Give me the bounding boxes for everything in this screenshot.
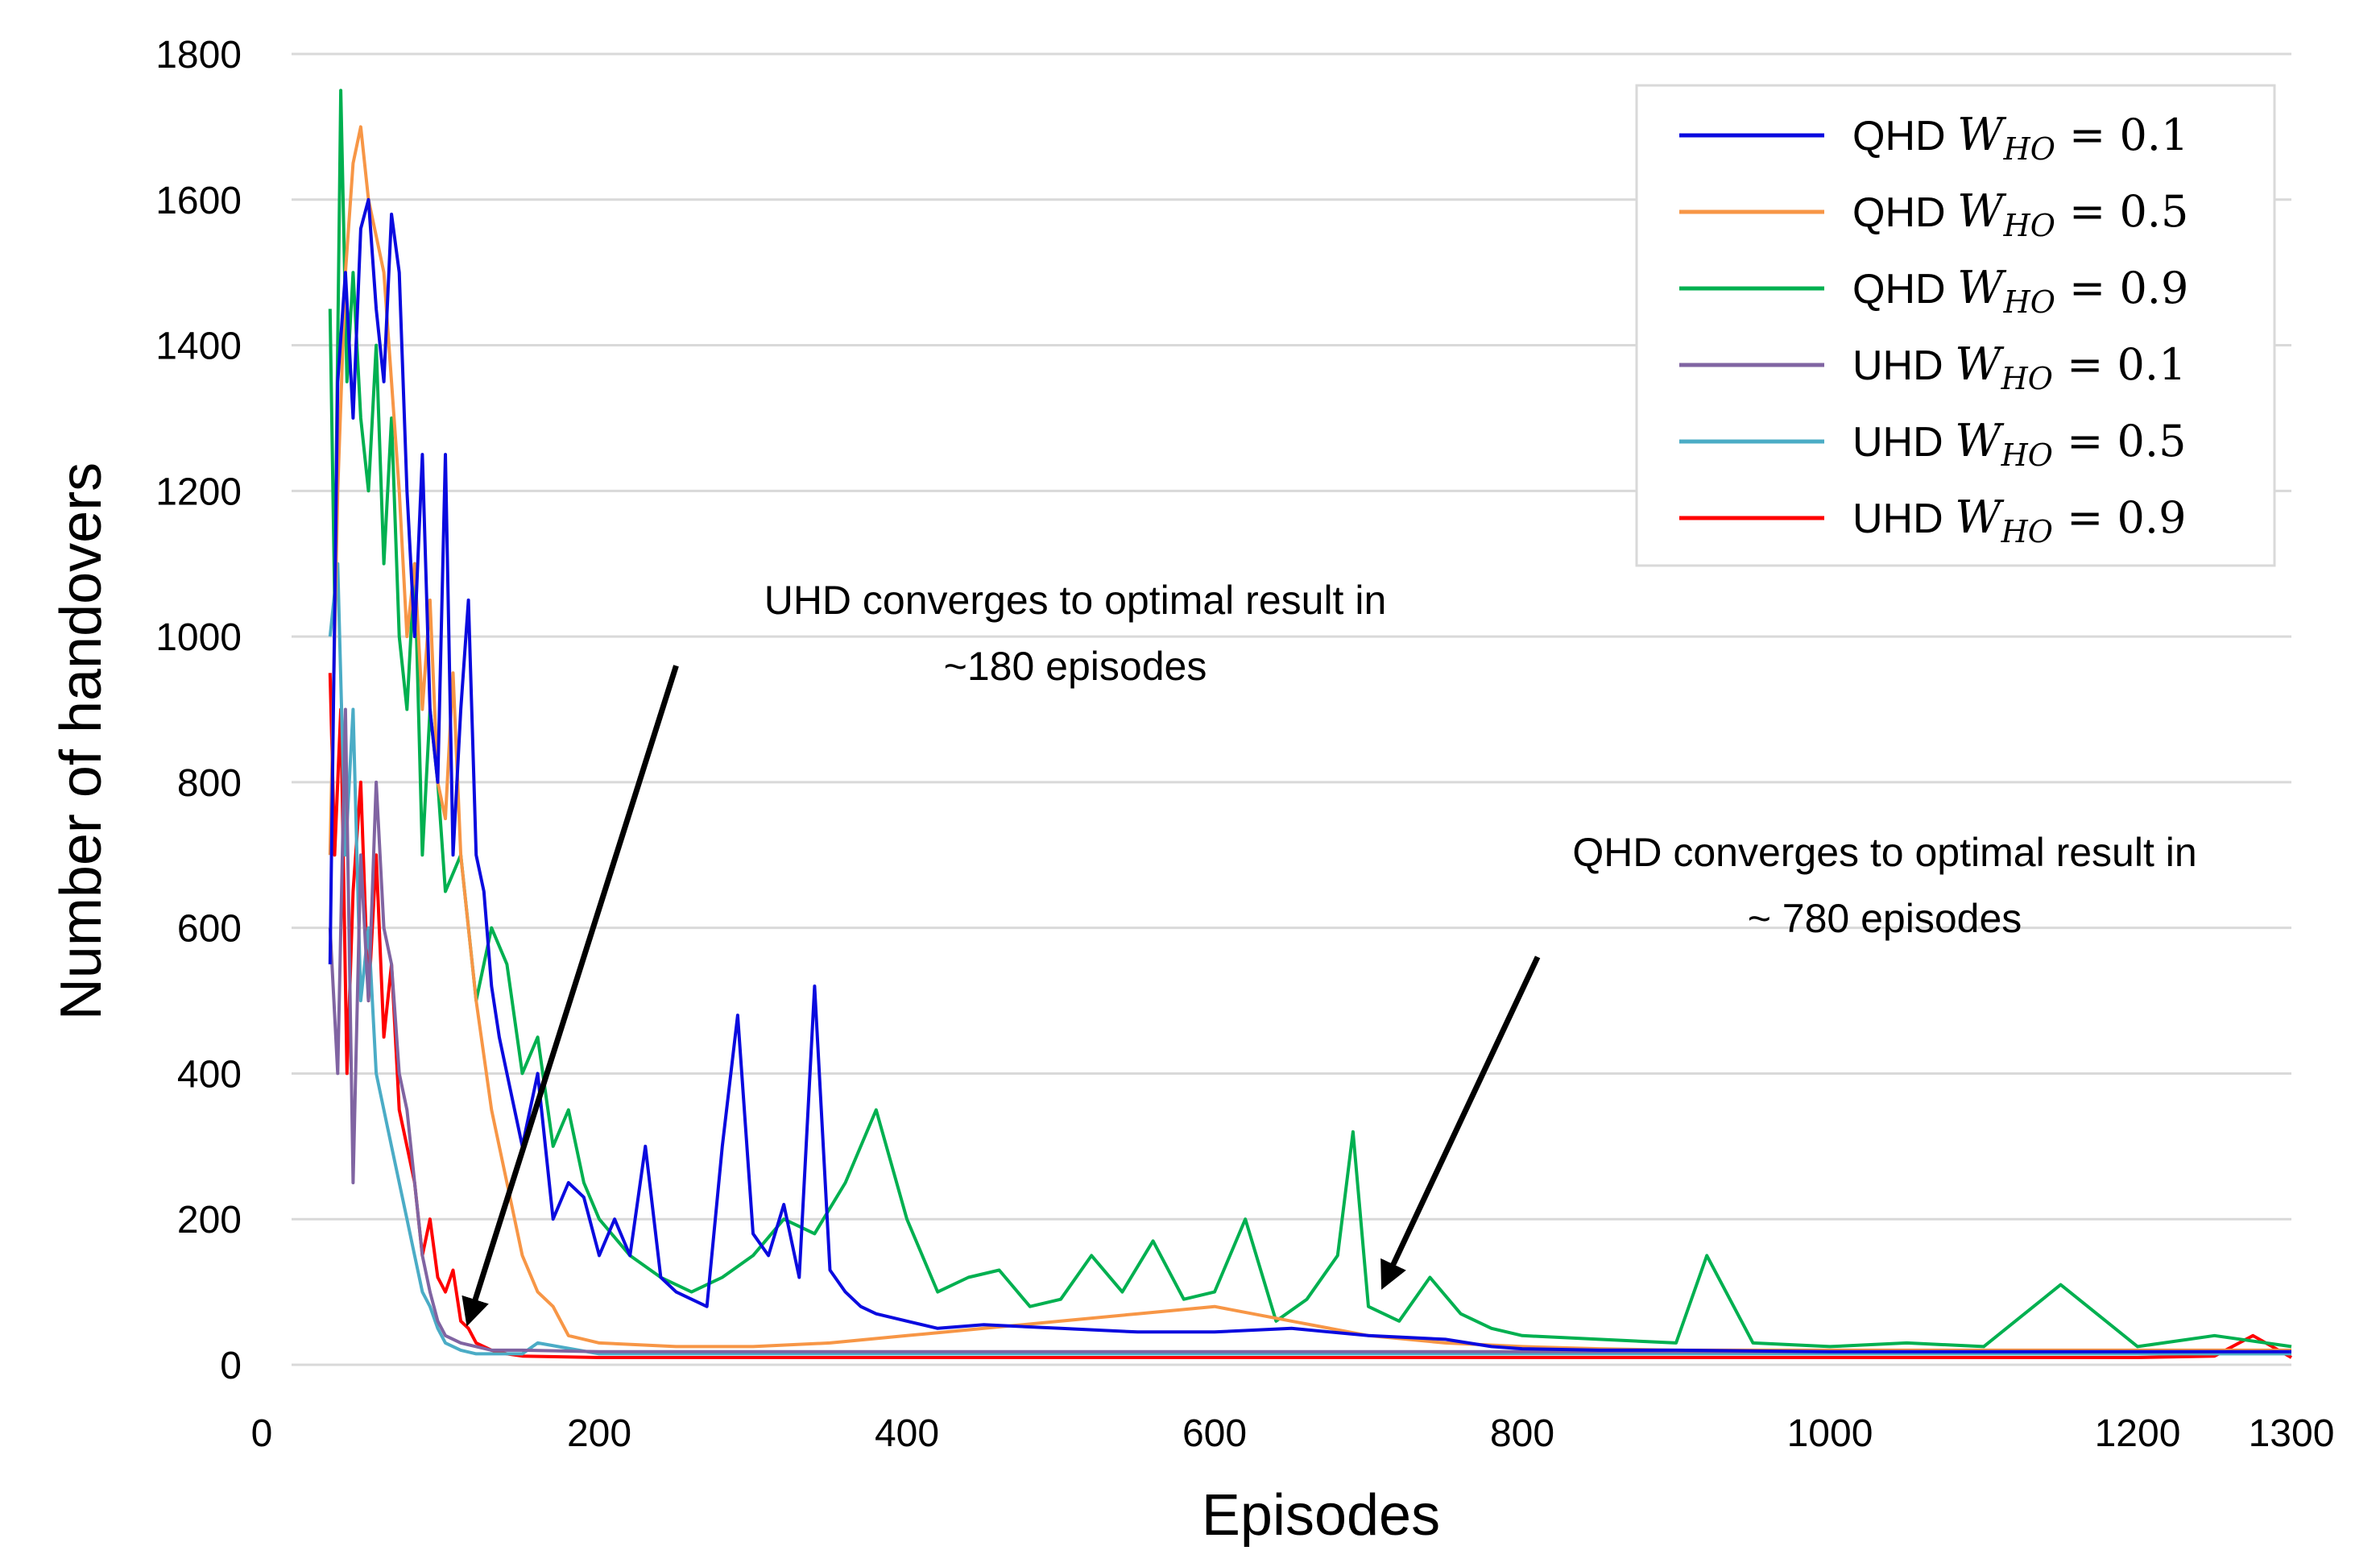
y-tick-label: 1400 [155,325,242,368]
x-tick-label: 200 [567,1412,631,1455]
x-tick-label: 1300 [2249,1412,2335,1455]
series-line-uhd-0-5 [328,562,2291,1356]
annotation-uhd-line2: ~180 episodes [944,644,1207,689]
annotation-uhd-line1: UHD converges to optimal result in [764,578,1387,623]
y-tick-label: 0 [220,1345,242,1387]
y-tick-label: 800 [177,762,242,805]
legend-prefix: UHD [1852,342,1955,389]
legend-weight: 0.9 [2117,492,2187,543]
x-tick-label: 800 [1490,1412,1554,1455]
annotation-qhd-line2: ~ 780 episodes [1748,896,2022,941]
legend-weight: 0.1 [2119,110,2188,160]
y-tick-label: 1600 [155,180,242,222]
legend-variable: W [1955,338,2005,391]
legend-weight: 0.5 [2117,416,2187,466]
legend-subscript: HO [2003,208,2055,243]
annotations: UHD converges to optimal result in ~180 … [462,578,2197,1327]
legend-entry: QHD WHO = 0.9 [1852,262,2188,320]
series-lines [328,89,2292,1359]
legend-equals: = [2055,263,2120,313]
x-tick-label: 1000 [1787,1412,1873,1455]
annotation-qhd-line1: QHD converges to optimal result in [1572,830,2196,875]
legend-subscript: HO [2003,131,2055,167]
legend-weight: 0.5 [2119,186,2188,237]
series-line-qhd-0-9 [328,89,2292,1349]
x-tick-label: 0 [251,1412,273,1455]
y-tick-labels: 0 200 400 600 800 1000 1200 1400 1600 1800 [155,34,242,1387]
legend-entry: UHD WHO = 0.5 [1852,415,2186,473]
legend-entry: UHD WHO = 0.9 [1852,491,2186,549]
legend-variable: W [1957,109,2007,161]
x-tick-label: 400 [875,1412,939,1455]
annotation-qhd-arrow [1380,956,1541,1290]
x-tick-label: 1200 [2095,1412,2181,1455]
legend-variable: W [1957,185,2007,238]
legend-entry: UHD WHO = 0.1 [1852,338,2186,396]
legend-weight: 0.9 [2119,263,2188,313]
legend-entry: QHD WHO = 0.5 [1852,185,2188,243]
y-tick-label: 1800 [155,34,242,77]
legend-equals: = [2055,110,2120,160]
series-line-qhd-0-1 [328,197,2291,1354]
legend-prefix: QHD [1852,189,1957,236]
legend-equals: = [2053,339,2117,390]
legend-prefix: UHD [1852,419,1955,466]
y-tick-label: 200 [177,1199,242,1242]
legend-subscript: HO [2001,361,2053,396]
legend-prefix: QHD [1852,113,1957,160]
x-tick-label: 600 [1182,1412,1247,1455]
legend-variable: W [1955,415,2005,467]
legend-equals: = [2055,186,2120,237]
annotation-uhd-arrow [462,665,679,1327]
legend-prefix: UHD [1852,495,1955,542]
y-axis-title: Number of handovers [49,462,114,1020]
legend-variable: W [1957,262,2007,314]
legend-prefix: QHD [1852,266,1957,313]
x-axis-title: Episodes [1202,1483,1440,1548]
legend-weight: 0.1 [2117,339,2187,390]
legend-equals: = [2053,492,2117,543]
y-tick-label: 400 [177,1053,242,1096]
y-tick-label: 600 [177,908,242,951]
y-tick-label: 1000 [155,616,242,659]
legend-subscript: HO [2001,514,2053,549]
legend-subscript: HO [2001,437,2053,473]
legend-entry: QHD WHO = 0.1 [1852,109,2188,167]
legend-subscript: HO [2003,284,2055,320]
legend-variable: W [1955,491,2005,544]
legend-box [1635,84,2276,567]
x-tick-labels: 0 200 400 600 800 1000 1200 1300 [251,1412,2335,1455]
y-tick-label: 1200 [155,471,242,513]
legend-equals: = [2053,416,2117,466]
series-line-uhd-0-1 [328,707,2291,1354]
